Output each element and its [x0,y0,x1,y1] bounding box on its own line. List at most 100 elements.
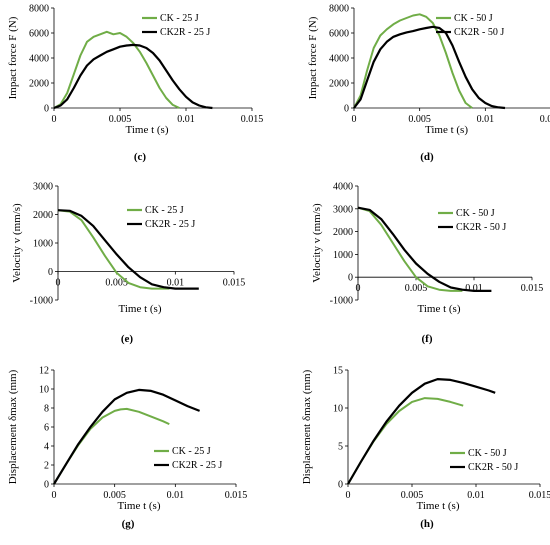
x-axis-label: Time t (s) [425,124,468,136]
y-tick-label: 2000 [329,79,349,90]
panel-caption: (h) [420,518,434,530]
legend-entry: CK - 25 J [160,13,199,24]
x-tick-label: 0.005 [405,283,428,294]
y-tick-label: 5 [338,442,343,453]
legend-entry: CK2R - 25 J [160,27,210,38]
x-tick-label: 0.005 [105,278,128,289]
y-tick-label: -1000 [30,296,53,307]
x-axis-label: Time t (s) [126,124,169,136]
panel-caption: (e) [121,333,134,345]
series-line [53,407,170,485]
y-tick-label: 3000 [33,182,53,193]
series-line [57,209,170,290]
y-tick-label: 0 [48,267,53,278]
y-tick-label: 0 [344,104,349,115]
x-tick-label: 0.005 [408,114,431,125]
x-tick-label: 0 [352,114,357,125]
y-tick-label: 6000 [329,29,349,40]
x-tick-label: 0.01 [177,114,195,125]
y-axis-label: Impact force F (N) [7,16,19,99]
series-line [53,30,180,109]
y-tick-label: 6 [44,423,49,434]
legend-entry: CK2R - 50 J [468,462,518,473]
y-tick-label: 6000 [29,29,49,40]
x-axis-label: Time t (s) [417,500,460,512]
y-tick-label: 4000 [333,182,353,193]
y-axis-label: Impact force F (N) [307,16,319,99]
x-tick-label: 0.015 [521,283,544,294]
y-axis-label: Velocity v (mm/s) [311,203,323,283]
x-tick-label: 0.015 [529,490,550,501]
series-line [353,25,506,110]
legend-entry: CK - 50 J [456,208,495,219]
panel-caption: (f) [422,333,433,345]
y-tick-label: 10 [39,385,49,396]
legend-entry: CK2R - 25 J [145,219,195,230]
chart-panel: 0 5 10 15 0 0.005 0.01 0.015 Time t (s) Displacem… [301,366,550,531]
x-tick-label: 0.005 [103,490,126,501]
y-tick-label: 0 [348,273,353,284]
y-tick-label: -1000 [330,296,353,307]
y-tick-label: 10 [333,404,343,415]
y-tick-label: 0 [338,480,343,491]
chart-panel: 0 2000 4000 6000 8000 0 0.005 0.01 0.015 Time t (… [307,4,550,163]
y-tick-label: 0 [44,104,49,115]
series-line [353,13,473,109]
x-tick-label: 0.015 [241,114,264,125]
y-tick-label: 1000 [33,239,53,250]
x-tick-label: 0.015 [223,278,246,289]
series-line [357,206,463,292]
y-tick-label: 3000 [333,204,353,215]
x-tick-label: 0.01 [167,490,185,501]
legend-entry: CK2R - 25 J [172,460,222,471]
x-tick-label: 0 [52,114,57,125]
y-axis-label: Displacement δmax (mm) [301,369,313,484]
legend-entry: CK2R - 50 J [456,222,506,233]
x-tick-label: 0.015 [540,114,550,125]
panel-caption: (d) [420,151,434,163]
y-tick-label: 2000 [33,210,53,221]
series-line [357,206,492,292]
chart-panel: 0 2 4 6 8 10 12 0 0.005 0.01 0.015 Time t (s) Displa… [7,366,247,531]
x-tick-label: 0.01 [167,278,185,289]
x-axis-label: Time t (s) [418,303,461,315]
x-axis-label: Time t (s) [118,500,161,512]
x-tick-label: 0 [346,490,351,501]
y-tick-label: 8000 [329,4,349,15]
y-tick-label: 2000 [333,227,353,238]
y-axis-label: Displacement δmax (mm) [7,369,19,484]
y-tick-label: 1000 [333,250,353,261]
x-tick-label: 0.01 [467,490,485,501]
y-tick-label: 8 [44,404,49,415]
x-tick-label: 0.005 [401,490,424,501]
series-line [347,378,496,485]
y-tick-label: 4 [44,442,49,453]
legend-entry: CK - 25 J [172,446,211,457]
chart-panel: 0 2000 4000 6000 8000 0 0.005 0.01 0.015 Time t (… [7,4,263,164]
y-tick-label: 15 [333,366,343,377]
x-tick-label: 0.015 [225,490,248,501]
y-tick-label: 2 [44,461,49,472]
x-tick-label: 0 [52,490,57,501]
y-tick-label: 12 [39,366,49,377]
x-tick-label: 0 [56,278,61,289]
series-line [57,209,199,290]
y-axis-label: Velocity v (mm/s) [11,203,23,283]
series-line [347,397,464,485]
x-tick-label: 0 [356,283,361,294]
y-tick-label: 4000 [329,54,349,65]
y-tick-label: 4000 [29,54,49,65]
series-line [53,43,213,110]
legend-entry: CK - 50 J [468,448,507,459]
series-line [53,388,201,485]
x-tick-label: 0.01 [465,283,483,294]
x-axis-label: Time t (s) [119,303,162,315]
legend-entry: CK2R - 50 J [454,27,504,38]
x-tick-label: 0.005 [109,114,132,125]
y-tick-label: 2000 [29,79,49,90]
y-tick-label: 0 [44,480,49,491]
panel-caption: (c) [134,151,147,163]
